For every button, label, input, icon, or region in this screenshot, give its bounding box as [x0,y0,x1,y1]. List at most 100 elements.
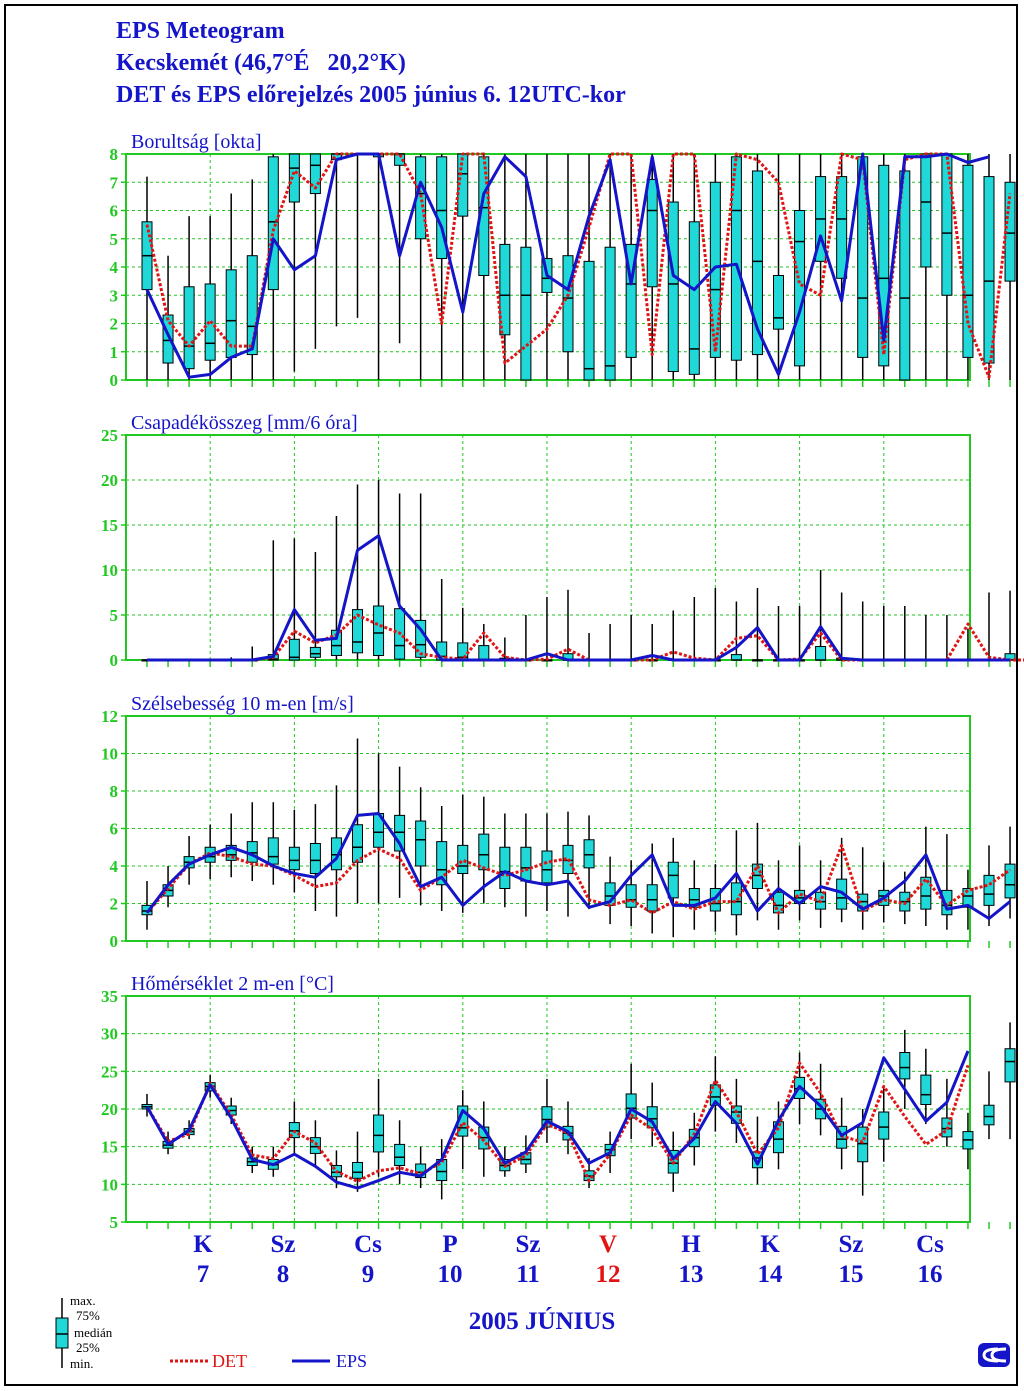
box [625,243,637,358]
eps-line [145,152,990,379]
box [373,1114,385,1153]
box [878,1111,890,1140]
box [520,246,532,381]
y-tick-label: 20 [101,1100,118,1119]
box [773,274,784,330]
day-abbr-label: Sz [271,1231,296,1258]
panel-frame [125,995,971,1223]
legend-box-label: 75% [76,1308,100,1323]
box [646,178,658,288]
det-line [145,1061,970,1183]
y-tick-label: 12 [101,707,118,726]
box [920,876,932,910]
logo-icon [978,1343,1010,1367]
panel-title: Hőmérséklet 2 m-en [°C] [131,973,334,995]
y-tick-label: 4 [110,258,119,277]
y-tick-label: 25 [101,1062,118,1081]
box [794,210,806,367]
box [920,153,932,268]
box [267,837,279,865]
title-line-2: Kecskemét (46,7°É 20,2°K) [116,50,406,76]
y-tick-label: 15 [101,516,118,535]
box [983,874,995,906]
box [920,1074,932,1105]
y-tick-label: 6 [110,820,119,839]
box [983,1104,995,1126]
box [583,260,595,381]
box [288,1122,300,1139]
box [625,884,637,908]
y-tick-label: 0 [110,651,119,670]
box [288,846,300,871]
day-abbr-label: Cs [916,1231,944,1258]
box [415,820,427,867]
box [836,176,848,279]
det-line [147,613,1024,662]
box [288,638,300,661]
day-number-label: 10 [438,1261,463,1288]
box [541,1106,553,1128]
box [246,255,258,356]
box [688,221,700,375]
legend-box-label: min. [70,1356,93,1371]
box [1004,863,1016,899]
y-tick-label: 6 [110,202,119,221]
box [983,176,995,364]
box [667,861,679,899]
day-abbr-label: Cs [354,1231,382,1258]
day-abbr-label: K [193,1231,213,1258]
panel-3: 0 2 4 6 8 10 12 Szélsebesség 10 m-en [m/s] [101,693,1016,951]
box [730,156,742,361]
day-abbr-label: P [442,1231,457,1258]
panel-title: Csapadékösszeg [mm/6 óra] [131,412,358,434]
box [309,646,321,658]
legend-box-label: max. [70,1293,96,1308]
box [373,605,385,656]
box [478,833,490,871]
eps-line [147,534,1010,662]
eps-line [145,812,1011,920]
day-number-label: 12 [596,1261,621,1288]
legend-det-label: DET [212,1351,247,1371]
box [183,286,195,370]
y-tick-label: 30 [101,1025,118,1044]
y-tick-label: 10 [101,745,118,764]
title-line-1: EPS Meteogram [116,18,285,44]
day-abbr-label: Sz [516,1231,541,1258]
panel-frame [125,434,971,661]
logo-arc-left [982,1347,999,1363]
y-tick-label: 4 [110,857,119,876]
day-abbr-label: H [681,1231,701,1258]
y-tick-label: 15 [101,1138,118,1157]
day-abbr-label: K [760,1231,780,1258]
y-tick-label: 10 [101,1175,118,1194]
box [141,904,153,916]
panel-2: 0 5 10 15 20 25 Csapadékösszeg [mm/6 óra] [101,412,1024,670]
day-number-label: 13 [679,1261,704,1288]
y-tick-label: 2 [110,315,119,334]
panel-4: 5 10 15 20 25 30 35 Hőmérséklet 2 m-en [°C] [101,973,1016,1232]
y-tick-label: 8 [110,782,119,801]
day-number-label: 11 [516,1261,540,1288]
box [646,884,658,912]
day-number-label: 8 [277,1261,290,1288]
y-tick-label: 25 [101,426,118,445]
panel-1: 0 1 2 3 4 5 6 7 8 Borultság [okta] [110,131,1016,390]
box [436,841,448,886]
y-tick-label: 5 [110,1213,119,1232]
y-tick-label: 1 [110,343,119,362]
panel-title: Borultság [okta] [131,131,262,153]
box [246,841,258,863]
box [709,181,721,358]
legend-eps-label: EPS [336,1351,367,1371]
box [857,1126,869,1163]
panel-title: Szélsebesség 10 m-en [m/s] [131,693,354,715]
day-abbr-label: Sz [839,1231,864,1258]
box [730,654,742,661]
box [709,1084,721,1106]
box [352,609,363,654]
panel-frame [125,715,971,942]
logo-arc-right [990,1347,1007,1363]
